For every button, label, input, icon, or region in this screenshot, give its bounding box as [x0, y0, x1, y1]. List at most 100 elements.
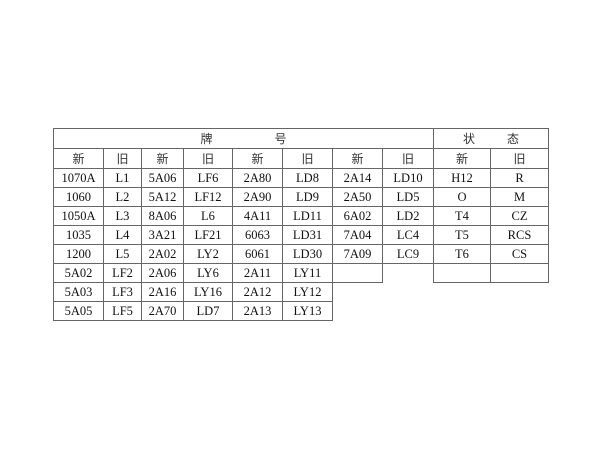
table-cell: LD31	[282, 225, 333, 245]
table-cell: 5A02	[53, 263, 104, 283]
table-cell: LY2	[183, 244, 233, 264]
table-cell: L2	[103, 187, 142, 207]
temper-char-1: 状	[462, 132, 475, 146]
table-row: 1050A L3 8A06 L6 4A11 LD11 6A02 LD2 T4 CZ	[53, 206, 549, 226]
table-cell: 5A06	[141, 168, 184, 188]
table-cell: LF12	[183, 187, 233, 207]
temper-group-header: 状态	[433, 128, 549, 149]
table-row: 1070A L1 5A06 LF6 2A80 LD8 2A14 LD10 H12 R	[53, 168, 549, 188]
table-cell	[491, 283, 549, 302]
table-cell	[383, 302, 434, 321]
table-cell: L6	[183, 206, 233, 226]
new-column-header: 新	[141, 148, 184, 169]
table-cell: LD30	[282, 244, 333, 264]
table-cell: L3	[103, 206, 142, 226]
table-cell: 2A13	[232, 301, 283, 321]
table-cell: LY12	[282, 282, 333, 302]
table-cell: 7A04	[332, 225, 383, 245]
table-row: 1035 L4 3A21 LF21 6063 LD31 7A04 LC4 T5 RCS	[53, 225, 549, 245]
table-cell: 2A12	[232, 282, 283, 302]
grade-group-header: 牌号	[53, 128, 434, 149]
old-column-header: 旧	[282, 148, 333, 169]
table-row: 5A03 LF3 2A16 LY16 2A12 LY12	[53, 282, 549, 302]
table-cell: H12	[433, 168, 491, 188]
table-cell: 2A11	[232, 263, 283, 283]
table-cell: 2A90	[232, 187, 283, 207]
table-cell: 5A05	[53, 301, 104, 321]
table-cell: 1070A	[53, 168, 104, 188]
new-column-header: 新	[232, 148, 283, 169]
table-cell: LF5	[103, 301, 142, 321]
table-cell: LY6	[183, 263, 233, 283]
table-cell: 4A11	[232, 206, 283, 226]
table-cell: 1035	[53, 225, 104, 245]
new-column-header: 新	[433, 148, 491, 169]
table-cell: 1060	[53, 187, 104, 207]
table-cell: T5	[433, 225, 491, 245]
table-cell: 5A12	[141, 187, 184, 207]
table-cell: 2A14	[332, 168, 383, 188]
table-cell: L4	[103, 225, 142, 245]
table-cell: LY13	[282, 301, 333, 321]
table-cell: LD10	[382, 168, 434, 188]
table-cell: 6A02	[332, 206, 383, 226]
subheader-row: 新旧新旧新旧新旧新旧	[53, 148, 549, 169]
table-cell	[491, 302, 549, 321]
temper-char-2: 态	[507, 132, 520, 146]
table-row: 1060 L2 5A12 LF12 2A90 LD9 2A50 LD5 O M	[53, 187, 549, 207]
old-column-header: 旧	[183, 148, 233, 169]
table-cell: LD8	[282, 168, 333, 188]
table-cell: 6061	[232, 244, 283, 264]
table-cell: LD11	[282, 206, 333, 226]
table-cell: 2A02	[141, 244, 184, 264]
group-header-row: 牌号 状态	[53, 128, 549, 149]
table-cell: CZ	[490, 206, 549, 226]
table-cell: 2A80	[232, 168, 283, 188]
table-cell: LC4	[382, 225, 434, 245]
table-cell	[434, 302, 491, 321]
table-cell: CS	[490, 244, 549, 264]
table-cell: L5	[103, 244, 142, 264]
table-cell	[383, 264, 434, 283]
table-cell: O	[433, 187, 491, 207]
table-row: 5A02 LF2 2A06 LY6 2A11 LY11	[53, 263, 549, 283]
table-cell: 8A06	[141, 206, 184, 226]
table-cell	[490, 263, 549, 283]
table-cell: LD9	[282, 187, 333, 207]
table-cell: 2A06	[141, 263, 184, 283]
table-cell: L1	[103, 168, 142, 188]
table-cell: LD2	[382, 206, 434, 226]
table-cell: 6063	[232, 225, 283, 245]
table-cell: 7A09	[332, 244, 383, 264]
table-cell	[434, 283, 491, 302]
table-cell	[433, 263, 491, 283]
grade-char-1: 牌	[200, 132, 213, 146]
table-cell: T6	[433, 244, 491, 264]
table-cell: LY11	[282, 263, 333, 283]
table-cell: LF3	[103, 282, 142, 302]
table-cell: 2A16	[141, 282, 184, 302]
old-column-header: 旧	[382, 148, 434, 169]
table-cell: M	[490, 187, 549, 207]
grade-char-2: 号	[274, 132, 287, 146]
table-cell: LD7	[183, 301, 233, 321]
table-cell	[332, 263, 383, 283]
table-cell: T4	[433, 206, 491, 226]
table-cell	[333, 283, 383, 302]
table-row: 1200 L5 2A02 LY2 6061 LD30 7A09 LC9 T6 CS	[53, 244, 549, 264]
table-cell: LF21	[183, 225, 233, 245]
table-row: 5A05 LF5 2A70 LD7 2A13 LY13	[53, 301, 549, 321]
table-cell: 5A03	[53, 282, 104, 302]
table-cell: LF2	[103, 263, 142, 283]
table-cell: 2A50	[332, 187, 383, 207]
old-column-header: 旧	[103, 148, 142, 169]
alloy-grade-table: 牌号 状态 新旧新旧新旧新旧新旧 1070A L1 5A06 LF6 2A80 LD8 2A1…	[53, 128, 549, 321]
table-cell: LF6	[183, 168, 233, 188]
old-column-header: 旧	[490, 148, 549, 169]
table-cell	[333, 302, 383, 321]
table-cell: LD5	[382, 187, 434, 207]
new-column-header: 新	[53, 148, 104, 169]
table-cell: 1200	[53, 244, 104, 264]
table-cell: LY16	[183, 282, 233, 302]
table-cell: 1050A	[53, 206, 104, 226]
